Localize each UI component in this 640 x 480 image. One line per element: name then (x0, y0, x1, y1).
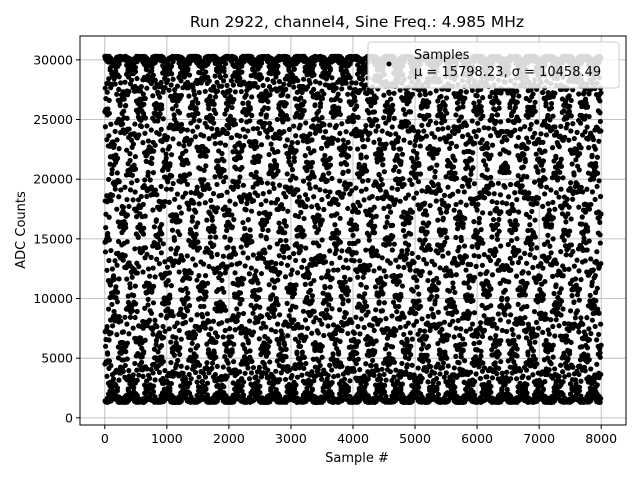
legend-marker (386, 61, 392, 67)
x-axis-label: Sample # (325, 451, 389, 466)
y-axis-label: ADC Counts (14, 191, 29, 269)
sample-points (102, 53, 604, 405)
y-tick-label: 0 (65, 410, 73, 425)
legend: Samples μ = 15798.23, σ = 10458.49 (367, 41, 620, 89)
data-series-samples (102, 53, 604, 405)
x-tick-label: 2000 (213, 431, 245, 446)
x-tick-label: 3000 (275, 431, 307, 446)
y-tick-label: 20000 (33, 172, 73, 187)
legend-box (367, 41, 620, 89)
x-tick-label: 4000 (337, 431, 369, 446)
y-tick-label: 15000 (33, 231, 73, 246)
y-tick-label: 25000 (33, 112, 73, 127)
y-axis-ticks: 0 5000 10000 15000 20000 25000 30000 (33, 52, 80, 425)
legend-series-label: Samples (414, 48, 470, 63)
x-tick-label: 1000 (151, 431, 183, 446)
x-tick-label: 5000 (399, 431, 431, 446)
y-tick-label: 10000 (33, 291, 73, 306)
chart-title: Run 2922, channel4, Sine Freq.: 4.985 MH… (190, 13, 524, 31)
x-tick-label: 7000 (523, 431, 555, 446)
y-tick-label: 5000 (41, 351, 73, 366)
x-axis-ticks: 0 1000 2000 3000 4000 5000 6000 7000 8000 (101, 425, 617, 446)
x-tick-label: 8000 (585, 431, 617, 446)
x-tick-label: 0 (101, 431, 109, 446)
legend-stats-label: μ = 15798.23, σ = 10458.49 (414, 65, 601, 80)
x-tick-label: 6000 (461, 431, 493, 446)
y-tick-label: 30000 (33, 52, 73, 67)
